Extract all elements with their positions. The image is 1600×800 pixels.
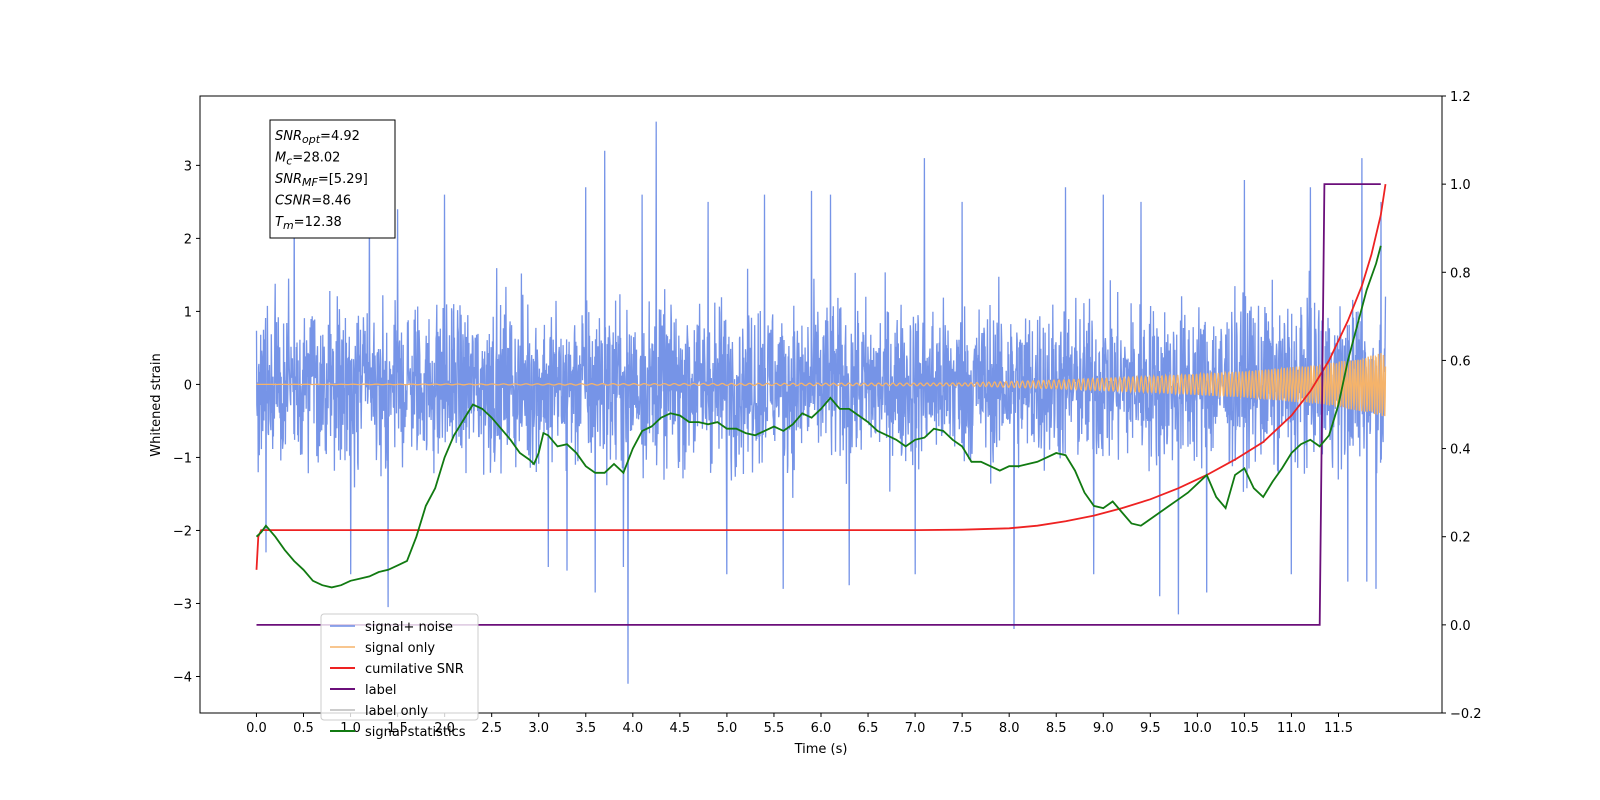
legend-label: signal only — [365, 641, 435, 656]
y-axis-right: −0.2 0.0 0.2 0.4 0.6 0.8 1.0 1.2 — [1442, 90, 1482, 722]
x-tick-label: 0.0 — [246, 721, 267, 736]
annotation-symbol: CSNR — [275, 194, 311, 209]
y2-tick-label: −0.2 — [1450, 707, 1482, 722]
x-tick-label: 1.0 — [340, 721, 361, 736]
x-tick-label: 8.5 — [1046, 721, 1067, 736]
x-tick-label: 1.5 — [387, 721, 408, 736]
annotation-symbol: M — [275, 151, 286, 166]
stats-annotation: SNRopt=4.92Mc=28.02SNRMF=[5.29]CSNR=8.46… — [269, 119, 396, 239]
annotation-value: =4.92 — [320, 129, 360, 144]
legend-label: signal+ noise — [365, 620, 453, 635]
annotation-symbol: SNR — [275, 172, 302, 187]
annotation-line: SNRMF=[5.29] — [275, 172, 368, 189]
y2-tick-label: 0.4 — [1450, 443, 1471, 458]
x-tick-label: 8.0 — [999, 721, 1020, 736]
series-layer — [255, 121, 1387, 684]
annotation-symbol: T — [275, 215, 284, 230]
annotation-line: CSNR=8.46 — [275, 194, 351, 209]
y-axis-label: Whitened strain — [149, 353, 164, 456]
y-axis-left: −4 −3 −2 −1 0 1 2 3 — [173, 159, 200, 685]
annotation-subscript: opt — [302, 133, 321, 146]
y-tick-label: −3 — [173, 597, 192, 612]
x-tick-label: 10.5 — [1230, 721, 1259, 736]
legend-label: label only — [365, 704, 428, 719]
annotation-value: =12.38 — [294, 215, 342, 230]
series-cumilative-snr — [255, 183, 1387, 570]
x-tick-label: 7.0 — [905, 721, 926, 736]
y2-tick-label: 1.2 — [1450, 90, 1471, 105]
series-label — [256, 183, 1381, 626]
y2-tick-label: 0.6 — [1450, 354, 1471, 369]
x-tick-label: 7.5 — [952, 721, 973, 736]
x-tick-label: 5.0 — [717, 721, 738, 736]
x-tick-label: 3.0 — [528, 721, 549, 736]
legend: signal+ noise signal only cumilative SNR la… — [320, 613, 479, 740]
y2-tick-label: 1.0 — [1450, 178, 1471, 193]
annotation-value: =28.02 — [292, 151, 340, 166]
annotation-subscript: c — [286, 155, 292, 168]
annotation-line: Tm=12.38 — [275, 215, 342, 232]
legend-label: label — [365, 683, 396, 698]
y-tick-label: −2 — [173, 524, 192, 539]
x-axis-label: Time (s) — [794, 742, 848, 757]
annotation-symbol: SNR — [275, 129, 302, 144]
x-tick-label: 6.5 — [858, 721, 879, 736]
annotation-line: Mc=28.02 — [275, 151, 340, 168]
y-tick-label: 3 — [184, 159, 192, 174]
y2-tick-label: 0.2 — [1450, 531, 1471, 546]
series-signal-statistics — [255, 245, 1382, 589]
annotation-subscript: m — [283, 219, 294, 232]
legend-box — [320, 613, 479, 721]
series-signal-noise — [255, 121, 1387, 684]
annotation-subscript: MF — [302, 176, 318, 189]
legend-label: cumilative SNR — [365, 662, 464, 677]
x-tick-label: 2.0 — [434, 721, 455, 736]
x-tick-label: 0.5 — [293, 721, 314, 736]
x-tick-label: 9.0 — [1093, 721, 1114, 736]
annotation-line: SNRopt=4.92 — [275, 129, 360, 146]
y-tick-label: 2 — [184, 232, 192, 247]
x-tick-label: 4.5 — [670, 721, 691, 736]
x-tick-label: 3.5 — [575, 721, 596, 736]
annotation-box — [269, 119, 396, 239]
y2-tick-label: 0.0 — [1450, 619, 1471, 634]
legend-label: signal statistics — [365, 725, 466, 740]
y-tick-label: 1 — [184, 305, 192, 320]
x-tick-label: 11.0 — [1277, 721, 1306, 736]
x-tick-label: 10.0 — [1183, 721, 1212, 736]
y2-tick-label: 0.8 — [1450, 266, 1471, 281]
y-tick-label: −1 — [173, 451, 192, 466]
x-tick-label: 2.5 — [481, 721, 502, 736]
series-signal-only — [256, 353, 1387, 417]
x-tick-label: 11.5 — [1324, 721, 1353, 736]
x-tick-label: 5.5 — [764, 721, 785, 736]
y-tick-label: 0 — [184, 378, 192, 393]
y-tick-label: −4 — [173, 670, 192, 685]
annotation-value: =8.46 — [311, 194, 351, 209]
annotation-value: =[5.29] — [318, 172, 368, 187]
x-tick-label: 4.0 — [622, 721, 643, 736]
x-tick-label: 6.0 — [811, 721, 832, 736]
x-tick-label: 9.5 — [1140, 721, 1161, 736]
x-axis: 0.0 0.5 1.0 1.5 2.0 2.5 3.0 3.5 4.0 4.5 5.0 5.5 6.0 6… — [246, 713, 1353, 736]
